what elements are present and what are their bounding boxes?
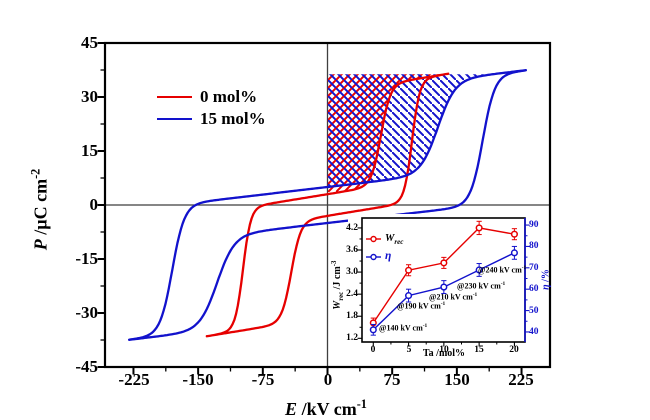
inset-right-axis-title: η /% (541, 180, 552, 380)
inset-x-tick-label: 5 (406, 345, 412, 355)
x-title-unit: /kV cm (297, 399, 357, 419)
y-tick-label: -45 (75, 357, 98, 376)
legend-label-0mol: 0 mol% (200, 87, 258, 106)
inset-right-tick-label: 80 (529, 241, 539, 251)
inset-annotation-190: @190 kV cm-1 (397, 300, 445, 311)
legend-line-15mol (157, 118, 192, 120)
inset-annotation-230: @230 kV cm-1 (457, 280, 505, 291)
y-tick-label: 0 (89, 195, 99, 214)
inset-x-tick-label: 0 (370, 345, 376, 355)
annotation-exp: -1 (440, 301, 446, 307)
inset-right-tick-label: 90 (529, 220, 539, 230)
inset-left-tick-label: 3.6 (346, 245, 358, 255)
y-title-symbol: P (30, 239, 51, 251)
y-tick-label: 30 (81, 87, 98, 106)
inset-right-title-symbol: η (540, 284, 552, 290)
x-tick-label: 75 (383, 370, 401, 389)
inset-left-title-sub: rec (338, 291, 346, 301)
y-tick-label: -15 (75, 249, 98, 268)
y-tick-label: 45 (81, 33, 98, 52)
inset-left-tick-label: 1.2 (346, 333, 358, 343)
inset-x-tick-label: 15 (474, 345, 484, 355)
inset-right-tick-label: 50 (529, 306, 539, 316)
x-tick-label: 0 (323, 370, 333, 389)
inset-left-title-unit: /J cm (332, 266, 344, 292)
inset-right-tick-label: 60 (529, 284, 539, 294)
main-x-axis-title: E /kV cm-1 (226, 393, 426, 420)
inset-right-tick-label: 70 (529, 263, 539, 273)
y-tick-label: -30 (75, 303, 98, 322)
inset-annotation-210: @210 kV cm-1 (429, 291, 477, 302)
annotation-text: @240 kV cm (478, 265, 522, 275)
annotation-exp: -1 (500, 281, 506, 287)
inset-annotation-140: @140 kV cm-1 (379, 322, 427, 333)
inset-left-axis-title: Wrec /J cm-3 (329, 185, 347, 385)
x-tick-label: 225 (508, 370, 534, 389)
inset-x-tick-label: 20 (509, 345, 519, 355)
inset-left-tick-label: 3.0 (346, 267, 358, 277)
inset-left-tick-label: 4.2 (346, 223, 358, 233)
eta-symbol: η (385, 250, 392, 262)
inset-legend-label-wrec: Wrec (385, 233, 403, 248)
inset-annotation-240: @240 kV cm-1 (478, 264, 526, 275)
annotation-text: @190 kV cm (397, 301, 441, 311)
y-tick-label: 15 (81, 141, 98, 160)
annotation-exp: -1 (521, 265, 527, 271)
annotation-exp: -1 (422, 323, 428, 329)
legend-line-0mol (157, 96, 192, 98)
x-tick-label: 150 (444, 370, 470, 389)
inset-left-tick-label: 2.4 (346, 289, 358, 299)
wrec-subscript: rec (394, 238, 404, 247)
inset-left-tick-label: 1.8 (346, 311, 358, 321)
inset-legend-label-eta: η (385, 250, 392, 262)
inset-left-title-symbol: W (332, 300, 344, 310)
inset-right-tick-label: 40 (529, 327, 539, 337)
x-title-symbol: E (285, 399, 298, 419)
inset-right-title-unit: /% (540, 269, 552, 285)
annotation-text: @230 kV cm (457, 281, 501, 291)
wrec-symbol: W (385, 233, 395, 244)
inset-x-tick-label: 10 (439, 345, 449, 355)
inset-x-axis-title: Ta /mol% (422, 348, 466, 359)
x-tick-label: -225 (118, 370, 150, 389)
inset-left-title-exp: -3 (330, 260, 338, 267)
y-title-exponent: -2 (28, 168, 43, 179)
annotation-text: @140 kV cm (379, 323, 423, 333)
x-tick-label: -75 (251, 370, 275, 389)
annotation-text: @210 kV cm (429, 292, 473, 302)
x-title-exponent: -1 (356, 397, 367, 411)
x-tick-label: -150 (182, 370, 214, 389)
annotation-exp: -1 (472, 292, 478, 298)
legend-label-15mol: 15 mol% (200, 109, 266, 128)
